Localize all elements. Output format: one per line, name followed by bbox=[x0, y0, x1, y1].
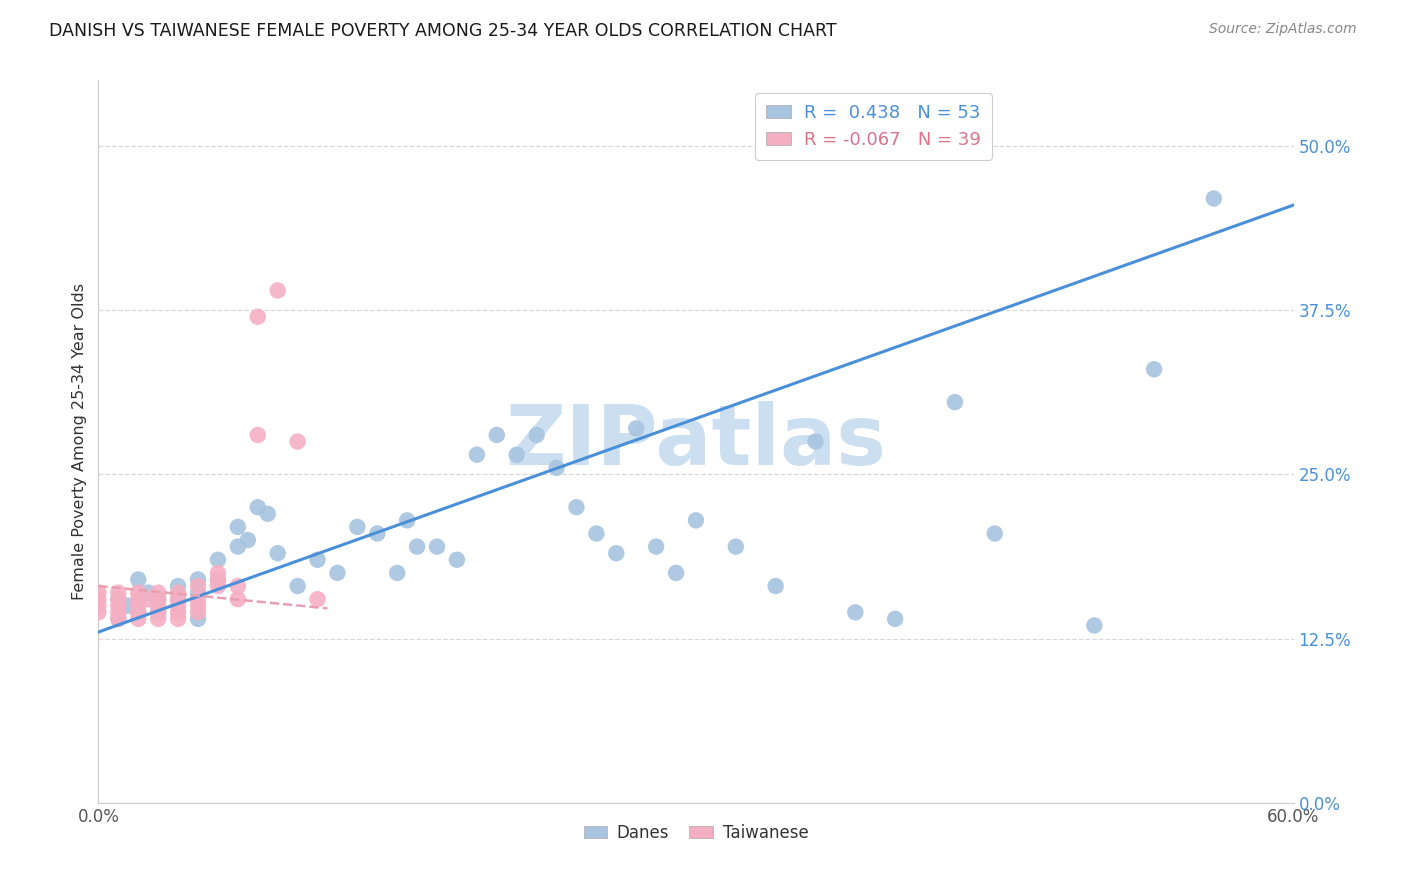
Point bbox=[246, 310, 269, 324]
Point bbox=[1202, 192, 1225, 206]
Point bbox=[107, 605, 129, 619]
Point bbox=[406, 540, 429, 554]
Point bbox=[844, 605, 866, 619]
Point bbox=[236, 533, 259, 547]
Point bbox=[385, 566, 409, 580]
Text: DANISH VS TAIWANESE FEMALE POVERTY AMONG 25-34 YEAR OLDS CORRELATION CHART: DANISH VS TAIWANESE FEMALE POVERTY AMONG… bbox=[49, 22, 837, 40]
Point bbox=[127, 605, 149, 619]
Point bbox=[148, 612, 170, 626]
Point bbox=[127, 592, 149, 607]
Point bbox=[943, 395, 966, 409]
Point bbox=[167, 592, 190, 607]
Point bbox=[506, 448, 529, 462]
Point bbox=[287, 579, 309, 593]
Point bbox=[148, 592, 170, 607]
Point bbox=[136, 592, 159, 607]
Text: Source: ZipAtlas.com: Source: ZipAtlas.com bbox=[1209, 22, 1357, 37]
Point bbox=[136, 585, 159, 599]
Point bbox=[107, 592, 129, 607]
Y-axis label: Female Poverty Among 25-34 Year Olds: Female Poverty Among 25-34 Year Olds bbox=[72, 283, 87, 600]
Point bbox=[207, 573, 229, 587]
Point bbox=[226, 540, 249, 554]
Point bbox=[87, 599, 110, 613]
Point bbox=[207, 573, 229, 587]
Point bbox=[187, 579, 209, 593]
Legend: Danes, Taiwanese: Danes, Taiwanese bbox=[576, 817, 815, 848]
Point bbox=[884, 612, 907, 626]
Point bbox=[226, 592, 249, 607]
Point bbox=[665, 566, 688, 580]
Point bbox=[267, 284, 290, 298]
Point bbox=[446, 553, 468, 567]
Point bbox=[804, 434, 827, 449]
Point bbox=[526, 428, 548, 442]
Point bbox=[167, 605, 190, 619]
Point bbox=[226, 520, 249, 534]
Point bbox=[127, 573, 149, 587]
Point bbox=[148, 599, 170, 613]
Point bbox=[287, 434, 309, 449]
Point bbox=[187, 592, 209, 607]
Point bbox=[127, 612, 149, 626]
Point bbox=[87, 605, 110, 619]
Point bbox=[107, 592, 129, 607]
Point bbox=[984, 526, 1007, 541]
Point bbox=[127, 599, 149, 613]
Point bbox=[366, 526, 388, 541]
Point bbox=[167, 599, 190, 613]
Point bbox=[307, 553, 329, 567]
Point bbox=[148, 605, 170, 619]
Point bbox=[187, 585, 209, 599]
Point bbox=[546, 460, 568, 475]
Text: ZIPatlas: ZIPatlas bbox=[506, 401, 886, 482]
Point bbox=[246, 428, 269, 442]
Point bbox=[326, 566, 349, 580]
Point bbox=[626, 421, 648, 435]
Point bbox=[167, 612, 190, 626]
Point bbox=[117, 599, 139, 613]
Point bbox=[346, 520, 368, 534]
Point bbox=[187, 599, 209, 613]
Point bbox=[207, 566, 229, 580]
Point bbox=[226, 579, 249, 593]
Point bbox=[605, 546, 627, 560]
Point bbox=[426, 540, 449, 554]
Point bbox=[107, 612, 129, 626]
Point bbox=[267, 546, 290, 560]
Point bbox=[107, 585, 129, 599]
Point bbox=[127, 585, 149, 599]
Point bbox=[148, 585, 170, 599]
Point bbox=[1143, 362, 1166, 376]
Point bbox=[167, 585, 190, 599]
Point bbox=[148, 592, 170, 607]
Point bbox=[256, 507, 278, 521]
Point bbox=[207, 579, 229, 593]
Point bbox=[1083, 618, 1105, 632]
Point bbox=[107, 612, 129, 626]
Point bbox=[645, 540, 668, 554]
Point bbox=[585, 526, 607, 541]
Point bbox=[465, 448, 488, 462]
Point bbox=[87, 592, 110, 607]
Point bbox=[107, 599, 129, 613]
Point bbox=[565, 500, 588, 515]
Point bbox=[396, 513, 419, 527]
Point bbox=[187, 612, 209, 626]
Point bbox=[127, 605, 149, 619]
Point bbox=[685, 513, 707, 527]
Point bbox=[148, 605, 170, 619]
Point bbox=[207, 553, 229, 567]
Point bbox=[187, 605, 209, 619]
Point bbox=[87, 585, 110, 599]
Point bbox=[765, 579, 787, 593]
Point bbox=[187, 573, 209, 587]
Point bbox=[485, 428, 508, 442]
Point bbox=[724, 540, 747, 554]
Point bbox=[307, 592, 329, 607]
Point bbox=[167, 592, 190, 607]
Point bbox=[167, 579, 190, 593]
Point bbox=[246, 500, 269, 515]
